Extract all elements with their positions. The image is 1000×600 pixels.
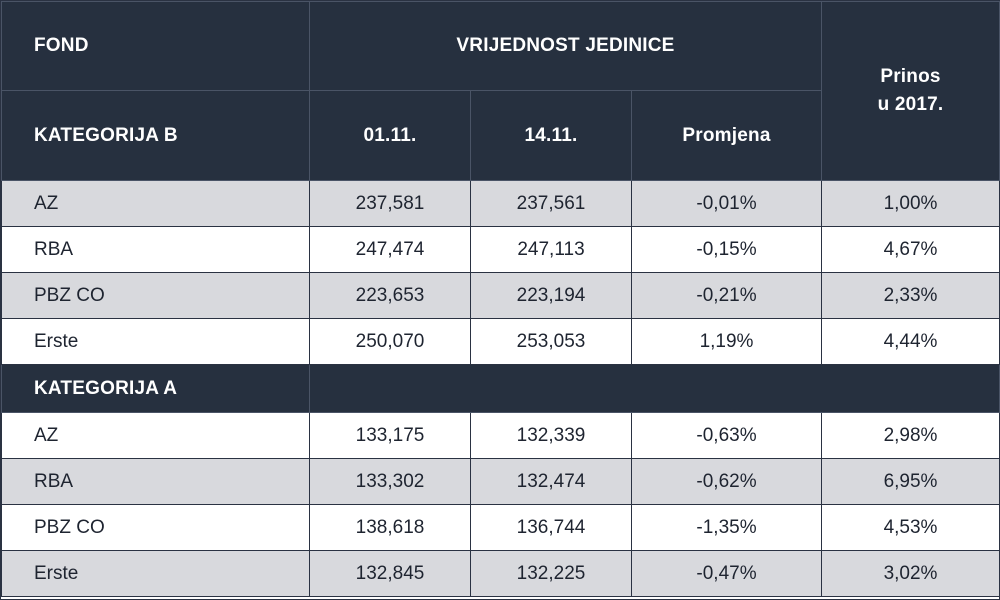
table-row: PBZ CO 138,618 136,744 -1,35% 4,53%	[1, 504, 1000, 551]
cell-promjena: -0,21%	[631, 272, 822, 319]
cell-fond: RBA	[1, 458, 310, 505]
cell-fond: AZ	[1, 180, 310, 227]
cell-prinos: 4,53%	[821, 504, 1000, 551]
category-a-filler	[309, 364, 1000, 413]
cell-fond: AZ	[1, 412, 310, 459]
cell-v1: 237,581	[309, 180, 471, 227]
cell-v1: 223,653	[309, 272, 471, 319]
cell-v2: 253,053	[470, 318, 632, 365]
category-a-label: KATEGORIJA A	[1, 364, 310, 413]
cell-v1: 133,302	[309, 458, 471, 505]
cell-v2: 223,194	[470, 272, 632, 319]
cell-promjena: 1,19%	[631, 318, 822, 365]
header-promjena: Promjena	[631, 90, 822, 181]
table-row: RBA 247,474 247,113 -0,15% 4,67%	[1, 226, 1000, 273]
cell-v2: 247,113	[470, 226, 632, 273]
cell-promjena: -0,15%	[631, 226, 822, 273]
cell-prinos: 2,98%	[821, 412, 1000, 459]
cell-v1: 132,845	[309, 550, 471, 597]
cell-promjena: -0,01%	[631, 180, 822, 227]
cell-promjena: -1,35%	[631, 504, 822, 551]
header-prinos-line1: Prinos	[880, 66, 941, 87]
table-row: AZ 237,581 237,561 -0,01% 1,00%	[1, 180, 1000, 227]
table-row: Erste 132,845 132,225 -0,47% 3,02%	[1, 550, 1000, 597]
cell-fond: PBZ CO	[1, 504, 310, 551]
table-row: Erste 250,070 253,053 1,19% 4,44%	[1, 318, 1000, 365]
header-date2: 14.11.	[470, 90, 632, 181]
header-row-bottom: KATEGORIJA B 01.11. 14.11. Promjena	[1, 90, 1000, 181]
cell-promjena: -0,47%	[631, 550, 822, 597]
cell-v1: 250,070	[309, 318, 471, 365]
cell-prinos: 3,02%	[821, 550, 1000, 597]
table-row: AZ 133,175 132,339 -0,63% 2,98%	[1, 412, 1000, 459]
header-category-b: KATEGORIJA B	[1, 90, 310, 181]
cell-promjena: -0,63%	[631, 412, 822, 459]
cell-v2: 237,561	[470, 180, 632, 227]
header-prinos: Prinos u 2017.	[821, 1, 1000, 181]
header-prinos-line2: u 2017.	[877, 94, 944, 115]
cell-fond: Erste	[1, 318, 310, 365]
header-fond: FOND	[1, 1, 310, 91]
header-vrijednost-jedinice: VRIJEDNOST JEDINICE	[309, 1, 822, 91]
cell-v2: 136,744	[470, 504, 632, 551]
cell-prinos: 4,44%	[821, 318, 1000, 365]
cell-prinos: 1,00%	[821, 180, 1000, 227]
table-row: PBZ CO 223,653 223,194 -0,21% 2,33%	[1, 272, 1000, 319]
header-row-top: FOND VRIJEDNOST JEDINICE Prinos u 2017.	[1, 1, 1000, 181]
cell-v2: 132,339	[470, 412, 632, 459]
cell-prinos: 4,67%	[821, 226, 1000, 273]
cell-v2: 132,225	[470, 550, 632, 597]
category-a-row: KATEGORIJA A	[1, 364, 1000, 413]
cell-v2: 132,474	[470, 458, 632, 505]
cell-v1: 133,175	[309, 412, 471, 459]
cell-promjena: -0,62%	[631, 458, 822, 505]
cell-v1: 247,474	[309, 226, 471, 273]
cell-fond: RBA	[1, 226, 310, 273]
cell-v1: 138,618	[309, 504, 471, 551]
cell-fond: Erste	[1, 550, 310, 597]
cell-prinos: 2,33%	[821, 272, 1000, 319]
header-date1: 01.11.	[309, 90, 471, 181]
cell-fond: PBZ CO	[1, 272, 310, 319]
table-row: RBA 133,302 132,474 -0,62% 6,95%	[1, 458, 1000, 505]
cell-prinos: 6,95%	[821, 458, 1000, 505]
